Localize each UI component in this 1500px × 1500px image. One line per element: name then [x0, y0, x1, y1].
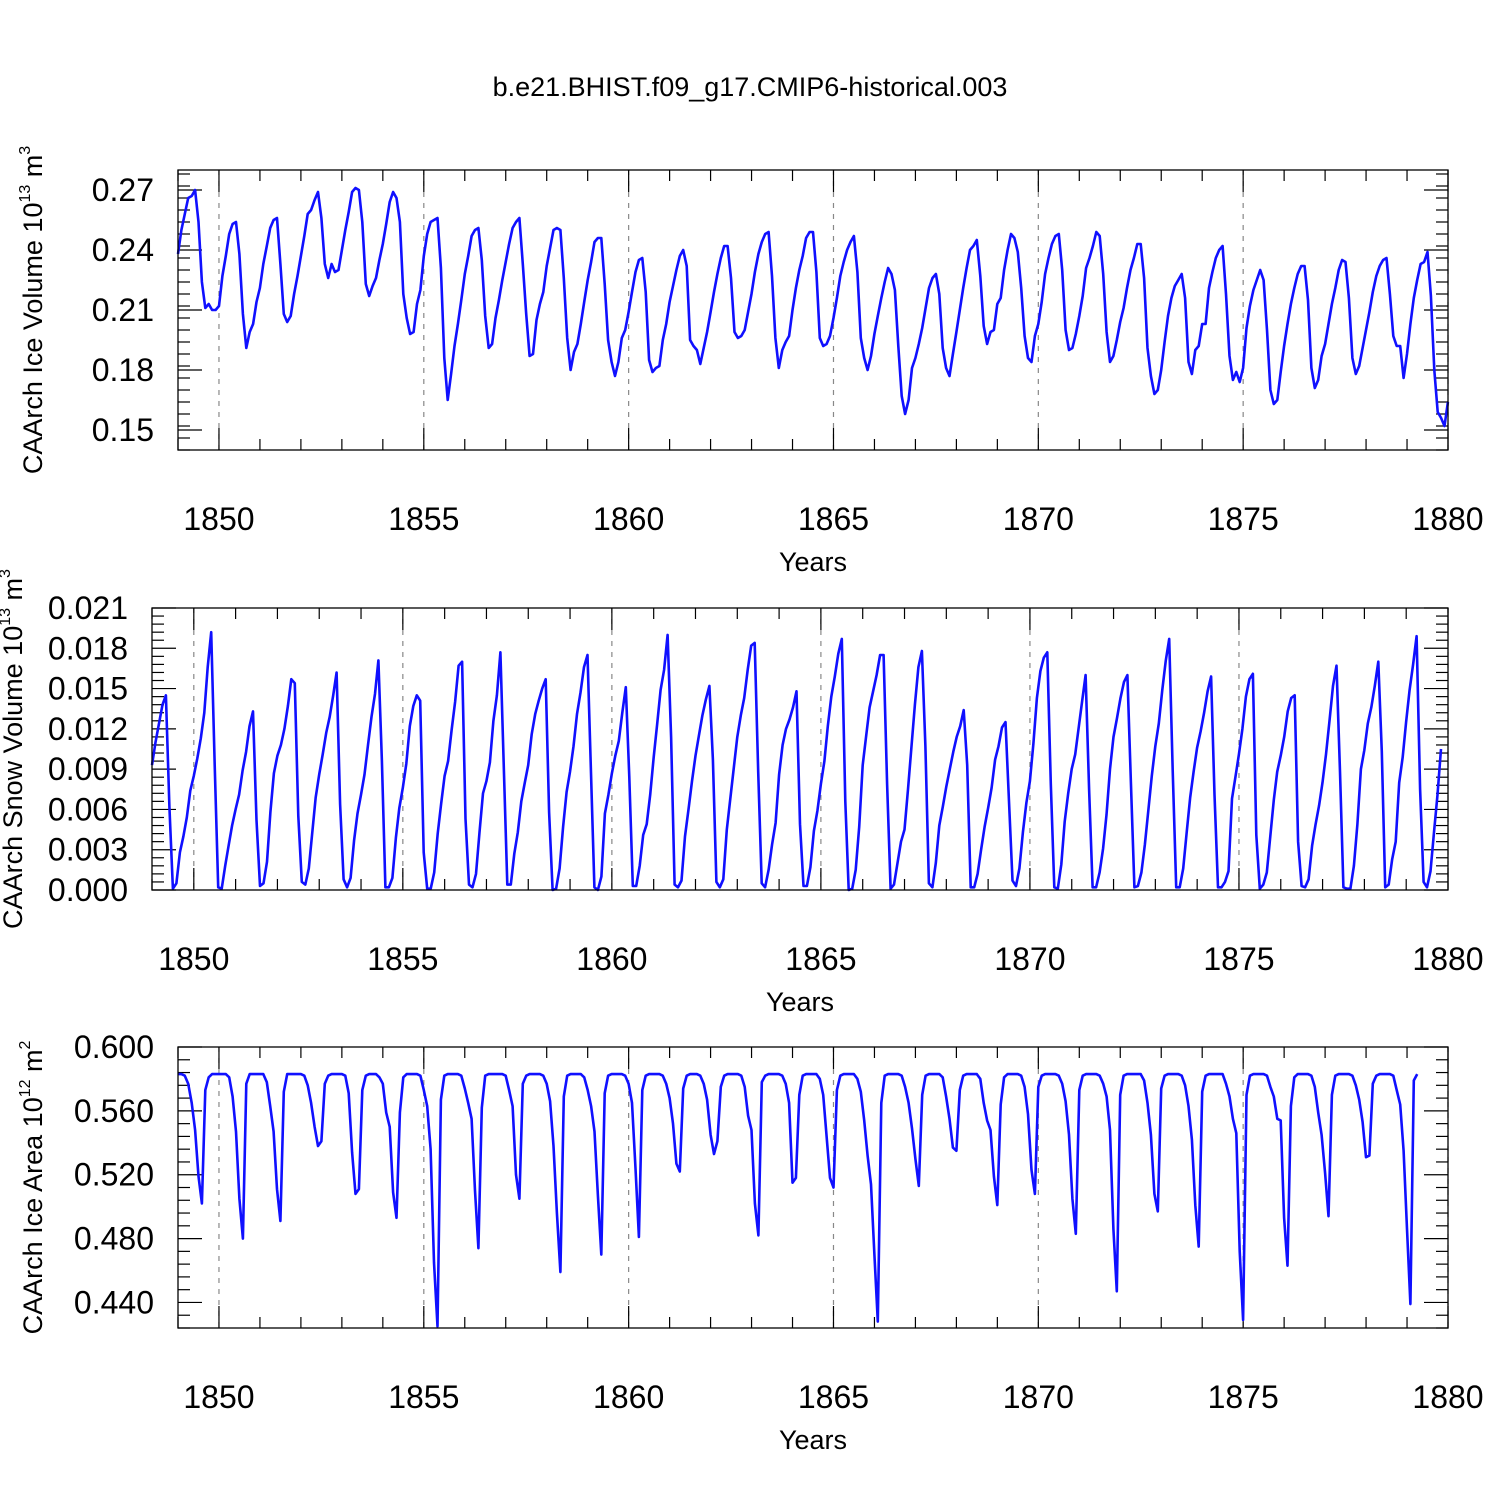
- panel-ice-volume: 0.15 0.18 0.21 0.24 0.27 1850 1855 1860 1865 1870…: [17, 146, 1484, 577]
- snow-volume-x-tick-label: 1875: [1203, 941, 1274, 977]
- snow-volume-y-tick-label: 0.018: [48, 630, 128, 666]
- ice-area-x-tick-label: 1865: [798, 1379, 869, 1415]
- ice-volume-y-tick-label: 0.24: [92, 232, 154, 268]
- y-label-text: CAArch Ice Volume 10: [18, 203, 48, 475]
- ice-volume-x-tick-label: 1850: [183, 501, 254, 537]
- panel-snow-volume: 0.000 0.003 0.006 0.009 0.012 0.015 0.018 0.021…: [0, 569, 1484, 1017]
- ice-volume-x-axis-label: Years: [779, 547, 847, 577]
- snow-volume-y-tick-label: 0.015: [48, 671, 128, 707]
- ice-volume-y-axis-label: CAArch Ice Volume 1013 m3: [17, 146, 48, 474]
- snow-volume-x-tick-label: 1855: [367, 941, 438, 977]
- ice-volume-x-tick-label: 1865: [798, 501, 869, 537]
- panels: 0.15 0.18 0.21 0.24 0.27 1850 1855 1860 1865 1870…: [0, 146, 1484, 1455]
- ice-area-plot-frame: [177, 1046, 1449, 1329]
- y-label-unit: m: [0, 578, 28, 608]
- ice-volume-y-tick-label: 0.27: [92, 172, 154, 208]
- ice-volume-x-tick-label: 1880: [1412, 501, 1483, 537]
- snow-volume-y-tick-label: 0.012: [48, 711, 128, 747]
- y-label-unit: m: [18, 1049, 48, 1079]
- ice-volume-series-line: [176, 186, 1450, 428]
- snow-volume-x-axis-label: Years: [766, 987, 834, 1017]
- ice-area-x-axis-label: Years: [779, 1425, 847, 1455]
- ice-area-y-tick-label: 0.560: [74, 1093, 154, 1129]
- ice-area-x-tick-label: 1875: [1208, 1379, 1279, 1415]
- ice-volume-x-tick-label: 1870: [1003, 501, 1074, 537]
- y-label-unit-exponent: 3: [17, 146, 34, 155]
- ice-area-x-tick-label: 1850: [183, 1379, 254, 1415]
- ice-area-y-tick-label: 0.480: [74, 1221, 154, 1257]
- y-label-text: CAArch Ice Area 10: [18, 1097, 48, 1334]
- snow-volume-y-tick-label: 0.003: [48, 832, 128, 868]
- snow-volume-y-tick-label: 0.000: [48, 872, 128, 908]
- snow-volume-y-axis-label: CAArch Snow Volume 1013 m3: [0, 569, 28, 929]
- y-label-unit: m: [18, 155, 48, 185]
- ice-volume-y-tick-label: 0.15: [92, 412, 154, 448]
- ice-area-x-tick-label: 1880: [1412, 1379, 1483, 1415]
- panel-ice-area: 0.440 0.480 0.520 0.560 0.600 1850 1855 1860 186…: [17, 1029, 1484, 1455]
- ice-area-y-tick-label: 0.600: [74, 1029, 154, 1065]
- snow-volume-y-tick-label: 0.009: [48, 751, 128, 787]
- snow-volume-x-tick-label: 1870: [994, 941, 1065, 977]
- y-label-unit-exponent: 2: [17, 1040, 34, 1049]
- snow-volume-series-line: [150, 630, 1443, 892]
- ice-area-y-axis-label: CAArch Ice Area 1012 m2: [17, 1040, 48, 1334]
- snow-volume-x-tick-label: 1860: [576, 941, 647, 977]
- y-label-unit-exponent: 3: [0, 569, 14, 578]
- figure-title: b.e21.BHIST.f09_g17.CMIP6-historical.003: [493, 72, 1008, 102]
- ice-area-x-tick-label: 1870: [1003, 1379, 1074, 1415]
- ice-area-y-tick-label: 0.520: [74, 1157, 154, 1193]
- ice-area-x-tick-label: 1855: [388, 1379, 459, 1415]
- y-label-exponent: 13: [0, 608, 14, 626]
- y-label-exponent: 12: [17, 1079, 34, 1097]
- snow-volume-y-tick-label: 0.006: [48, 791, 128, 827]
- y-label-exponent: 13: [17, 185, 34, 203]
- snow-volume-x-tick-label: 1880: [1412, 941, 1483, 977]
- ice-volume-y-tick-label: 0.21: [92, 292, 154, 328]
- ice-volume-x-tick-label: 1855: [388, 501, 459, 537]
- ice-volume-x-tick-label: 1875: [1208, 501, 1279, 537]
- ice-volume-plot-frame: [177, 169, 1449, 451]
- snow-volume-plot-frame: [151, 607, 1449, 891]
- ice-area-y-tick-label: 0.440: [74, 1284, 154, 1320]
- snow-volume-x-tick-label: 1850: [158, 941, 229, 977]
- y-label-text: CAArch Snow Volume 10: [0, 626, 28, 929]
- snow-volume-y-tick-label: 0.021: [48, 590, 128, 626]
- snow-volume-x-tick-label: 1865: [785, 941, 856, 977]
- ice-volume-y-tick-label: 0.18: [92, 352, 154, 388]
- ice-area-series-line: [178, 1072, 1419, 1328]
- ice-volume-x-tick-label: 1860: [593, 501, 664, 537]
- ice-area-x-tick-label: 1860: [593, 1379, 664, 1415]
